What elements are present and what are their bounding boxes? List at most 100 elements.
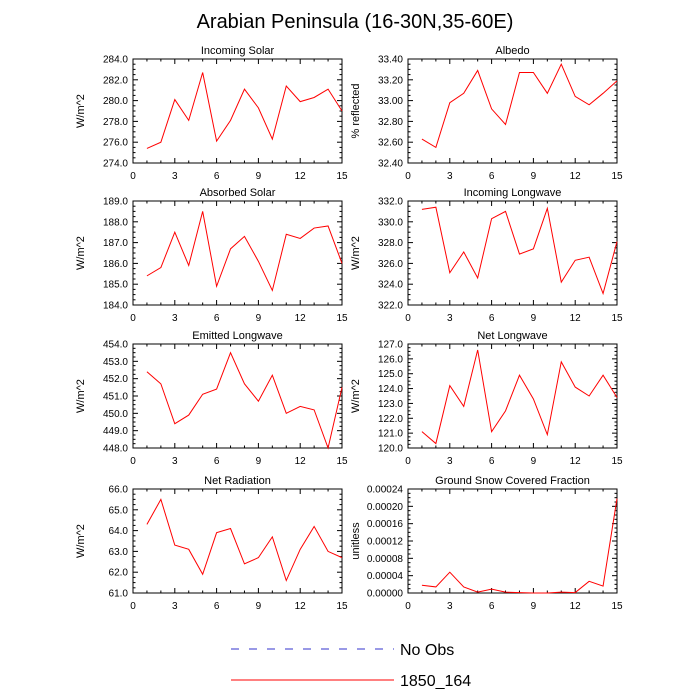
x-tick-label: 3 [447,171,453,182]
x-tick-label: 15 [336,601,348,612]
y-tick-label: 185.0 [103,280,128,291]
series-line-1850-164 [146,498,343,582]
x-tick-label: 12 [570,313,582,324]
plot-frame [407,58,618,164]
y-tick-label: 326.0 [378,259,403,270]
series-line-1850-164 [146,72,343,149]
x-tick-label: 0 [405,456,411,467]
x-tick-label: 15 [611,313,623,324]
y-tick-label: 0.00020 [367,502,404,513]
x-tick-label: 12 [295,313,307,324]
y-tick-label: 0.00008 [367,554,404,565]
x-tick-label: 12 [570,601,582,612]
x-tick-label: 12 [295,601,307,612]
y-tick-label: 330.0 [378,217,403,228]
x-tick-label: 3 [447,313,453,324]
x-tick-label: 9 [531,456,537,467]
x-tick-label: 6 [489,171,495,182]
legend: No Obs 1850_164 [231,642,471,690]
y-tick-label: 186.0 [103,259,128,270]
x-tick-label: 3 [172,313,178,324]
series-line-1850-164 [421,62,618,149]
x-tick-label: 3 [172,601,178,612]
y-tick-label: 0.00004 [367,571,404,582]
y-tick-label: 276.0 [103,138,128,149]
y-axis-label: W/m^2 [350,379,362,413]
y-tick-label: 126.0 [378,354,403,365]
y-tick-label: 62.0 [109,568,129,579]
y-tick-label: 189.0 [103,197,128,208]
panel-absorbed-solar: Absorbed Solar W/m^2 0 3 6 9 12 15 184.0 185.0 186… [75,187,348,324]
y-tick-label: 322.0 [378,301,403,312]
x-tick-label: 6 [489,456,495,467]
x-tick-label: 6 [214,456,220,467]
panel-incoming-longwave: Incoming Longwave W/m^2 0 3 6 9 12 15 322.0 324.0… [350,187,623,324]
x-tick-label: 3 [447,601,453,612]
y-tick-label: 32.40 [378,159,403,170]
x-tick-label: 9 [531,601,537,612]
y-tick-label: 448.0 [103,444,128,455]
x-tick-label: 6 [214,171,220,182]
x-tick-label: 9 [256,601,262,612]
y-tick-label: 453.0 [103,357,128,368]
y-tick-label: 65.0 [109,505,129,516]
y-tick-label: 32.80 [378,117,403,128]
x-tick-label: 0 [130,601,136,612]
x-tick-label: 3 [172,456,178,467]
figure-title: Arabian Peninsula (16-30N,35-60E) [197,11,514,33]
series-line-1850-164 [421,349,618,445]
plot-frame [407,200,618,306]
y-tick-label: 188.0 [103,217,128,228]
y-tick-label: 64.0 [109,526,129,537]
panel-albedo: Albedo % reflected 0 3 6 9 12 15 32.40 32.60 32.80… [350,45,623,182]
x-tick-label: 3 [172,171,178,182]
series-line-1850-164 [146,211,343,292]
y-tick-label: 0.00016 [367,519,404,530]
x-tick-label: 9 [531,171,537,182]
y-tick-label: 280.0 [103,96,128,107]
x-tick-label: 9 [256,313,262,324]
series-line-1850-164 [146,351,343,450]
y-tick-label: 324.0 [378,280,403,291]
y-tick-label: 0.00024 [367,485,404,496]
y-tick-label: 122.0 [378,414,403,425]
y-tick-label: 61.0 [109,589,129,600]
y-tick-label: 33.00 [378,96,403,107]
series-line-1850-164 [421,206,618,296]
y-axis-label: W/m^2 [350,236,362,270]
y-tick-label: 66.0 [109,485,129,496]
x-tick-label: 6 [214,601,220,612]
x-tick-label: 12 [295,171,307,182]
y-tick-label: 0.00000 [367,589,404,600]
panels: Incoming Solar W/m^2 0 3 6 9 12 15 274.0 276.0 278… [75,45,623,612]
y-tick-label: 328.0 [378,238,403,249]
y-tick-label: 454.0 [103,340,128,351]
y-tick-label: 274.0 [103,159,128,170]
x-tick-label: 15 [336,171,348,182]
panel-title: Net Longwave [477,330,547,342]
x-tick-label: 6 [489,313,495,324]
panel-emitted-longwave: Emitted Longwave W/m^2 0 3 6 9 12 15 448.0 449.0 4… [75,330,348,467]
y-axis-label: unitless [350,522,362,560]
x-tick-label: 15 [336,313,348,324]
plot-frame [407,343,618,449]
panel-incoming-solar: Incoming Solar W/m^2 0 3 6 9 12 15 274.0 276.0 278… [75,45,348,182]
x-tick-label: 15 [336,456,348,467]
x-tick-label: 6 [214,313,220,324]
panel-title: Ground Snow Covered Fraction [435,475,590,487]
x-tick-label: 12 [295,456,307,467]
legend-label: 1850_164 [400,673,471,690]
panel-title: Absorbed Solar [200,187,276,199]
plot-frame [132,58,343,164]
y-tick-label: 124.0 [378,384,403,395]
x-tick-label: 15 [611,456,623,467]
x-tick-label: 9 [256,456,262,467]
panel-net-radiation: Net Radiation W/m^2 0 3 6 9 12 15 61.0 62.0 63.0 64… [75,475,348,612]
legend-label: No Obs [400,642,454,659]
y-tick-label: 452.0 [103,374,128,385]
y-tick-label: 332.0 [378,197,403,208]
y-tick-label: 63.0 [109,547,129,558]
y-tick-label: 120.0 [378,444,403,455]
y-tick-label: 284.0 [103,55,128,66]
